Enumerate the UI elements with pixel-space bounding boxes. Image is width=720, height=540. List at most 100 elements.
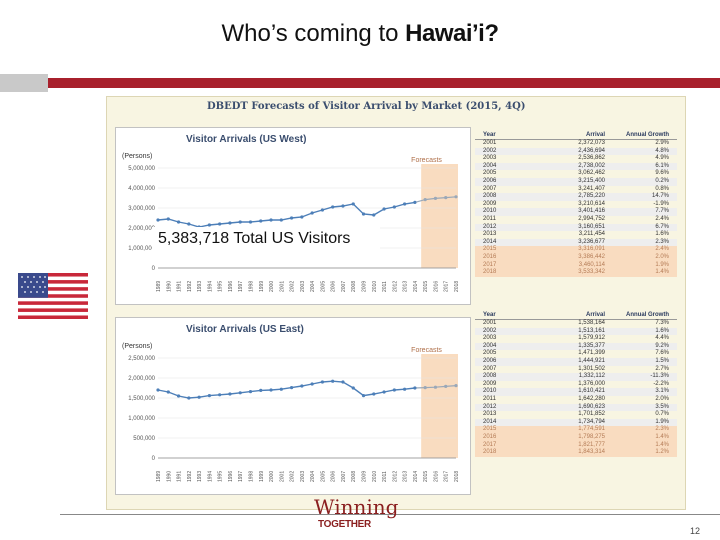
y-tick-label: 1,000,000	[128, 246, 155, 252]
x-tick-label: 2014	[413, 471, 419, 482]
table-row: 2018 1,843,314 1.2%	[475, 449, 677, 457]
x-tick-label: 2017	[444, 281, 450, 292]
data-point	[187, 396, 191, 400]
y-tick-label: 1,500,000	[128, 396, 155, 402]
series-line	[157, 201, 416, 228]
table-cell: 1,471,399	[578, 350, 605, 357]
table-cell: 7.7%	[655, 208, 669, 215]
table-cell: 2007	[483, 365, 497, 372]
data-point	[176, 394, 181, 398]
table-row: 2015 1,774,591 2.3%	[475, 426, 677, 434]
y-axis-label: (Persons)	[122, 153, 152, 160]
table-row: 2002 2,436,694 4.8%	[475, 147, 677, 156]
x-tick-label: 1995	[218, 281, 224, 292]
x-tick-label: 2005	[320, 471, 326, 482]
table-header-cell: Arrival	[585, 312, 605, 318]
data-point	[382, 207, 386, 211]
data-point	[454, 195, 458, 199]
table-cell: 2004	[483, 342, 497, 349]
data-point	[279, 387, 283, 391]
table-cell: 7.3%	[655, 320, 669, 326]
data-point	[248, 390, 253, 394]
data-point	[156, 218, 160, 222]
table-cell: 3,316,091	[578, 246, 605, 253]
table-row: 2009 3,210,614 -1.9%	[475, 201, 677, 209]
table-cell: 2005	[483, 350, 497, 357]
data-point	[166, 217, 170, 221]
table-cell: 2009	[483, 380, 497, 387]
table-cell: 2018	[483, 449, 497, 456]
table-row: 2001 1,538,164 7.3%	[475, 320, 677, 328]
forecast-shading	[421, 164, 458, 268]
x-tick-label: 1990	[166, 281, 172, 292]
table-cell: 2016	[483, 253, 497, 260]
table-cell: 3.5%	[655, 403, 669, 410]
x-tick-label: 2001	[279, 281, 285, 292]
table-row: 2017 1,821,777 1.4%	[475, 441, 677, 450]
data-point	[218, 222, 222, 226]
x-tick-label: 2012	[392, 471, 398, 482]
table-cell: 2001	[483, 140, 497, 146]
table-row: 2007 3,241,407 0.8%	[475, 186, 677, 194]
data-point	[300, 215, 304, 219]
x-tick-label: 1990	[166, 471, 172, 482]
data-point	[320, 208, 325, 212]
data-point	[320, 380, 325, 384]
table-cell: 2001	[483, 320, 497, 326]
table-cell: 1,610,421	[578, 388, 605, 395]
x-tick-label: 2018	[454, 471, 460, 482]
table-cell: 1,376,000	[578, 380, 605, 387]
y-tick-label: 0	[152, 456, 156, 462]
data-point	[382, 390, 386, 394]
table-row: 2011 2,994,752 2.4%	[475, 216, 677, 224]
table-row: 2004 1,335,377 9.2%	[475, 342, 677, 351]
x-tick-label: 1995	[218, 471, 224, 482]
table-row: 2016 3,386,442 2.0%	[475, 253, 677, 262]
x-tick-label: 2011	[382, 281, 388, 292]
table-cell: 7.6%	[655, 350, 669, 357]
data-point	[156, 388, 160, 392]
x-tick-label: 1992	[187, 281, 193, 292]
table-cell: 1,444,921	[578, 357, 605, 364]
table-cell: 1,701,852	[578, 411, 605, 418]
table-cell: 2.0%	[655, 253, 669, 260]
table-header-cell: Arrival	[585, 132, 605, 138]
table-cell: 2002	[483, 147, 497, 154]
table-cell: 2014	[483, 238, 497, 245]
y-axis-label: (Persons)	[122, 343, 152, 350]
table-cell: 2,536,862	[578, 155, 605, 162]
table-cell: 1.6%	[655, 327, 669, 334]
table-cell: 0.8%	[655, 185, 669, 192]
table-cell: 3,386,442	[578, 253, 605, 260]
table-row: 2013 1,701,852 0.7%	[475, 411, 677, 419]
x-tick-label: 2014	[413, 281, 419, 292]
x-tick-label: 2008	[351, 281, 357, 292]
table-cell: 2008	[483, 373, 497, 380]
data-point	[207, 223, 211, 227]
chart-title: Visitor Arrivals (US East)	[186, 324, 304, 335]
footer-divider	[60, 514, 720, 515]
x-tick-label: 2009	[362, 281, 368, 292]
divider-grey-block	[0, 74, 48, 92]
table-cell: 2012	[483, 403, 497, 410]
table-row: 2008 1,332,112 -11.3%	[475, 373, 677, 381]
data-point	[372, 213, 376, 217]
data-point	[403, 387, 407, 391]
x-tick-label: 1997	[238, 471, 244, 482]
table-cell: 2.0%	[655, 395, 669, 402]
table-cell: 2010	[483, 208, 497, 215]
table-header-cell: Annual Growth	[626, 312, 669, 318]
table-cell: 4.9%	[655, 155, 669, 162]
table-cell: 0.2%	[655, 177, 669, 184]
data-point	[300, 384, 304, 388]
y-tick-label: 3,000,000	[128, 206, 155, 212]
table-cell: 2012	[483, 223, 497, 230]
table-cell: 6.1%	[655, 162, 669, 169]
x-tick-label: 2015	[423, 471, 429, 482]
data-point	[166, 390, 170, 394]
page-number: 12	[690, 526, 701, 536]
x-tick-label: 2006	[331, 471, 337, 482]
table-cell: 2013	[483, 231, 497, 238]
data-point	[392, 388, 396, 392]
y-tick-label: 2,000,000	[128, 376, 155, 382]
